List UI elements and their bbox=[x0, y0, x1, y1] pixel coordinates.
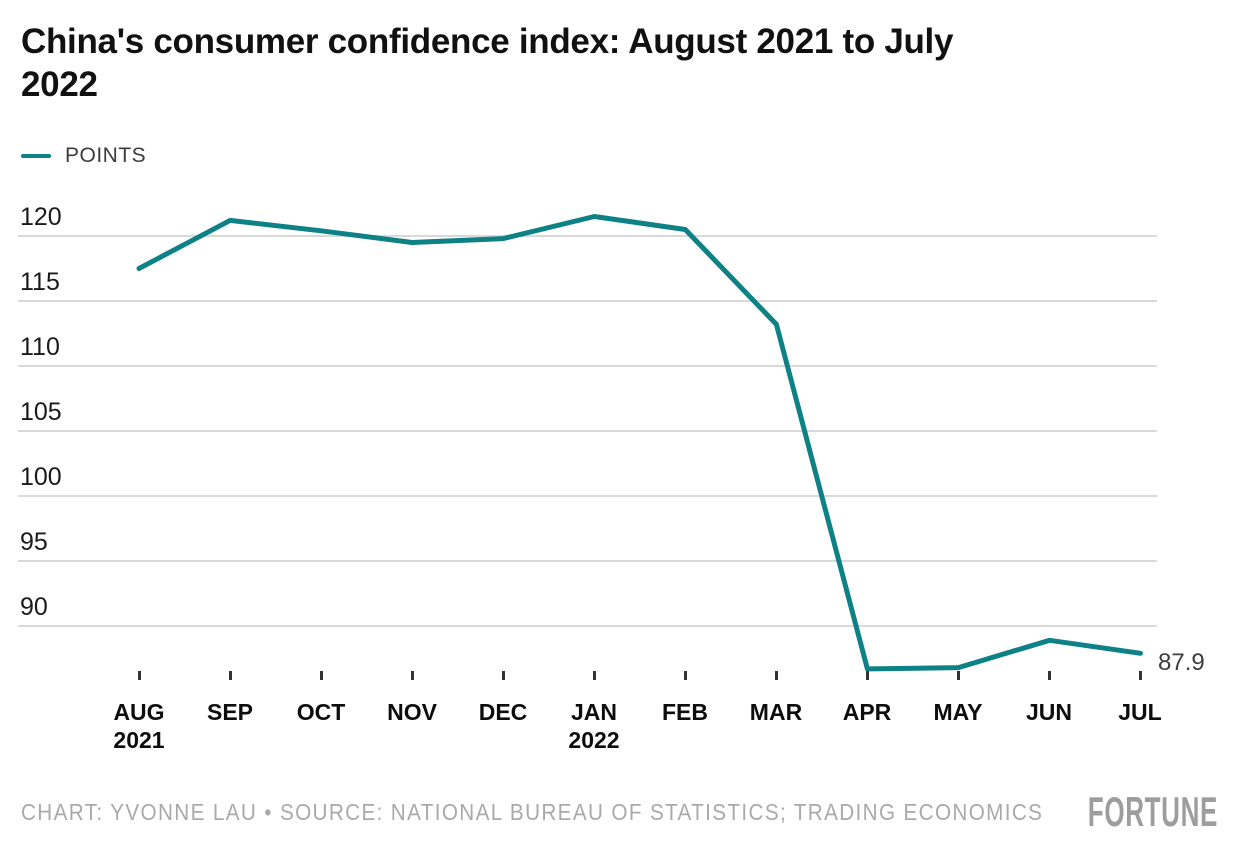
gridline-115 bbox=[18, 300, 1157, 302]
x-axis-label-nov: NOV bbox=[387, 699, 437, 725]
y-axis-label: 110 bbox=[20, 333, 60, 361]
x-axis-label-oct: OCT bbox=[296, 699, 346, 725]
x-axis-label-dec: DEC bbox=[478, 699, 528, 725]
chart-title-line-1: China's consumer confidence index: Augus… bbox=[21, 22, 954, 61]
x-axis-label-sep: SEP bbox=[206, 699, 254, 725]
x-axis-label-aug: AUG 2021 bbox=[113, 699, 165, 753]
y-axis-label: 120 bbox=[20, 203, 62, 231]
points-series-line bbox=[136, 214, 1143, 672]
footer-credit: CHART: YVONNE LAU • SOURCE: NATIONAL BUR… bbox=[21, 799, 1044, 825]
gridline-105 bbox=[18, 430, 1157, 432]
x-axis-label-jul: JUL bbox=[1118, 699, 1162, 725]
x-axis-label-apr: APR bbox=[842, 699, 892, 725]
gridline-110 bbox=[18, 365, 1157, 367]
x-axis-label-may: MAY bbox=[933, 699, 983, 725]
x-axis-tick bbox=[138, 671, 141, 680]
x-axis-label-jun: JUN bbox=[1025, 699, 1072, 725]
end-value-label: 87.9 bbox=[1158, 649, 1205, 676]
y-axis-label: 115 bbox=[20, 268, 60, 296]
gridline-90 bbox=[18, 625, 1157, 627]
x-axis-tick bbox=[502, 671, 505, 680]
x-axis-tick bbox=[320, 671, 323, 680]
legend-line-swatch bbox=[21, 154, 51, 158]
fortune-logo: FORTUNE bbox=[1087, 788, 1218, 835]
y-axis-label: 105 bbox=[20, 398, 62, 426]
gridline-120 bbox=[18, 235, 1157, 237]
gridline-95 bbox=[18, 560, 1157, 562]
x-axis-tick bbox=[411, 671, 414, 680]
chart-title: China's consumer confidence index: Augus… bbox=[21, 20, 1226, 106]
x-axis-tick bbox=[1048, 671, 1051, 680]
x-axis-tick bbox=[1139, 671, 1142, 680]
x-axis-tick bbox=[593, 671, 596, 680]
y-axis-label: 100 bbox=[20, 463, 62, 491]
x-axis-tick bbox=[775, 671, 778, 680]
legend-label: POINTS bbox=[65, 144, 147, 167]
chart-title-line-2: 2022 bbox=[21, 65, 98, 104]
legend: POINTS bbox=[21, 144, 146, 168]
x-axis-tick bbox=[957, 671, 960, 680]
x-axis-tick bbox=[866, 671, 869, 680]
x-axis-label-feb: FEB bbox=[662, 699, 708, 725]
y-axis-label: 90 bbox=[20, 593, 48, 621]
x-axis-tick bbox=[684, 671, 687, 680]
y-axis-label: 95 bbox=[20, 528, 48, 556]
x-axis-label-jan: JAN 2022 bbox=[568, 699, 620, 753]
x-axis-tick bbox=[229, 671, 232, 680]
gridline-100 bbox=[18, 495, 1157, 497]
x-axis-label-mar: MAR bbox=[749, 699, 803, 725]
